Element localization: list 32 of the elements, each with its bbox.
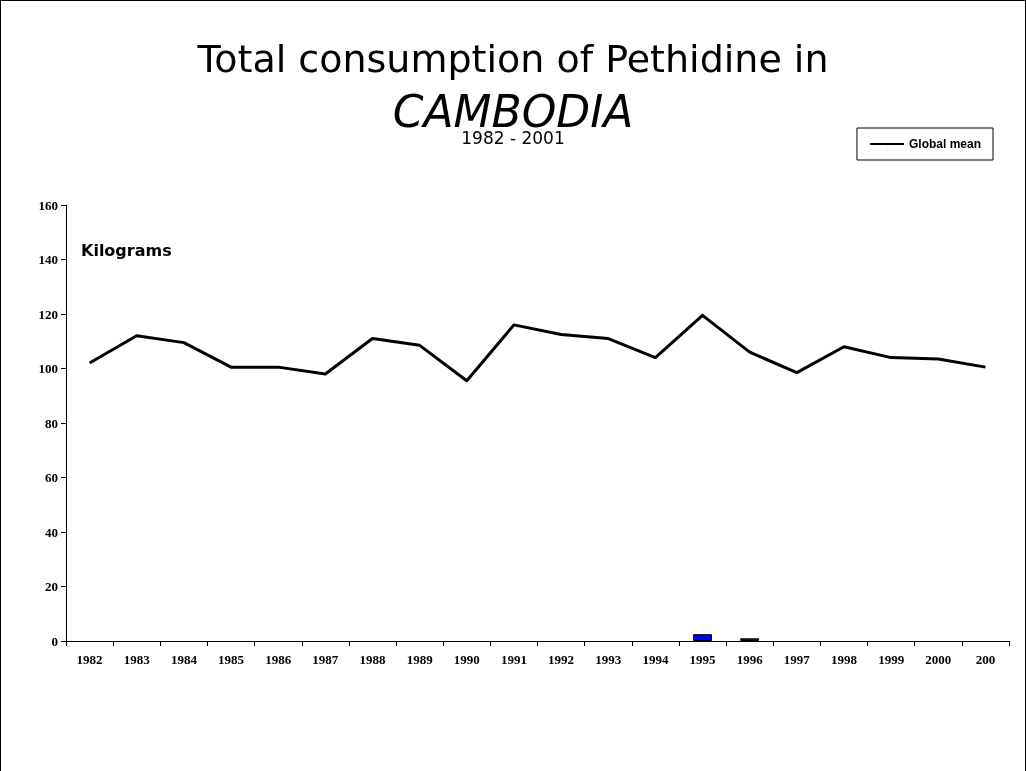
y-tick-label: 0 <box>51 633 58 649</box>
x-tick-label: 1989 <box>406 652 434 667</box>
x-tick-label: 1982 <box>76 652 103 667</box>
x-tick-label: 1984 <box>170 652 198 667</box>
x-tick-label: 1988 <box>359 652 386 667</box>
x-tick-label: 1991 <box>500 652 527 667</box>
x-tick-label: 1990 <box>453 652 480 667</box>
x-tick-label: 1998 <box>830 652 858 667</box>
y-tick-label: 80 <box>45 415 58 431</box>
line-series <box>88 313 987 383</box>
y-tick-label: 140 <box>38 252 58 267</box>
x-tick-label: 1996 <box>736 652 764 667</box>
y-tick-label: 100 <box>38 361 58 376</box>
x-tick-label: 1999 <box>878 652 905 667</box>
y-tick-label: 160 <box>38 197 58 213</box>
x-tick-label: 1995 <box>689 652 717 667</box>
x-tick-label: 200 <box>975 652 996 667</box>
x-tick-label: 1992 <box>548 652 575 667</box>
legend-label: Global mean <box>908 137 982 151</box>
y-tick-label: 20 <box>45 579 58 594</box>
x-tick-label: 1983 <box>123 652 151 667</box>
y-tick-label: 60 <box>45 470 58 485</box>
y-tick-label: 120 <box>38 306 58 322</box>
x-tick-label: 1985 <box>218 652 245 667</box>
y-axis-title: Kilograms <box>81 240 172 260</box>
x-tick-label: 1994 <box>642 652 669 667</box>
x-tick-label: 1986 <box>265 652 292 667</box>
x-tick-label: 1987 <box>312 652 339 667</box>
x-tick-label: 1997 <box>783 652 811 667</box>
x-tick-label: 1993 <box>595 652 622 667</box>
x-tick-label: 2000 <box>925 652 952 667</box>
y-tick-label: 40 <box>45 524 58 540</box>
